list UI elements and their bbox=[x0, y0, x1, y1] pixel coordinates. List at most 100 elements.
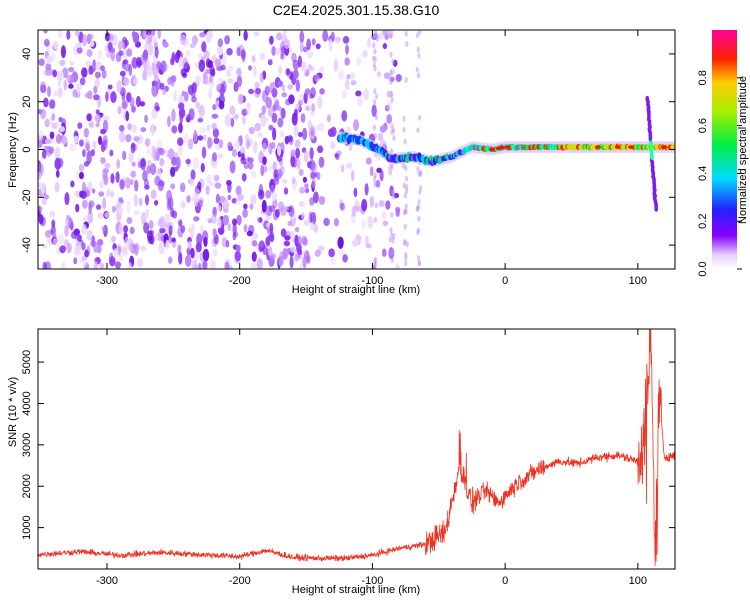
noise-speckle bbox=[241, 152, 245, 161]
noise-speckle bbox=[86, 230, 93, 241]
noise-speckle bbox=[147, 67, 153, 77]
noise-speckle bbox=[376, 70, 382, 77]
noise-speckle bbox=[112, 248, 119, 259]
noise-speckle bbox=[38, 213, 44, 225]
noise-speckle bbox=[395, 206, 401, 213]
noise-streak bbox=[374, 114, 379, 121]
noise-streak bbox=[373, 48, 377, 55]
noise-speckle bbox=[144, 208, 150, 219]
noise-speckle bbox=[99, 180, 104, 189]
noise-speckle bbox=[101, 226, 106, 232]
noise-speckle bbox=[251, 251, 257, 262]
noise-speckle bbox=[159, 216, 166, 229]
noise-speckle bbox=[184, 254, 192, 267]
noise-speckle bbox=[253, 141, 258, 154]
noise-speckle bbox=[231, 149, 238, 158]
noise-speckle bbox=[52, 238, 58, 246]
noise-speckle bbox=[123, 225, 129, 234]
spectrogram-xtick-label: 100 bbox=[629, 275, 647, 287]
noise-speckle bbox=[318, 195, 326, 205]
noise-speckle bbox=[268, 205, 276, 213]
noise-speckle bbox=[297, 55, 303, 68]
noise-speckle bbox=[379, 125, 387, 133]
noise-speckle bbox=[267, 59, 273, 66]
noise-speckle bbox=[252, 65, 257, 77]
noise-speckle bbox=[247, 157, 254, 163]
noise-speckle bbox=[122, 150, 127, 161]
noise-speckle bbox=[342, 254, 348, 263]
spectrogram-xtick-label: -200 bbox=[229, 275, 251, 287]
noise-speckle bbox=[197, 262, 202, 269]
noise-speckle bbox=[369, 166, 374, 177]
noise-speckle bbox=[88, 201, 92, 214]
noise-speckle bbox=[317, 96, 323, 109]
noise-streak bbox=[404, 30, 408, 37]
noise-speckle bbox=[97, 212, 104, 220]
noise-speckle bbox=[178, 56, 183, 68]
noise-speckle bbox=[197, 117, 204, 123]
noise-speckle bbox=[46, 55, 52, 64]
noise-speckle bbox=[121, 92, 126, 101]
noise-speckle bbox=[277, 201, 285, 212]
spectrogram-heatmap bbox=[38, 30, 675, 269]
noise-speckle bbox=[306, 38, 311, 51]
noise-streak bbox=[373, 88, 377, 95]
noise-speckle bbox=[208, 87, 213, 100]
noise-speckle bbox=[119, 179, 125, 190]
noise-speckle bbox=[201, 41, 207, 53]
noise-speckle bbox=[353, 187, 358, 198]
noise-speckle bbox=[305, 105, 311, 111]
noise-speckle bbox=[49, 210, 56, 218]
noise-speckle bbox=[351, 239, 359, 247]
noise-speckle bbox=[371, 104, 377, 118]
noise-speckle bbox=[298, 201, 305, 207]
noise-speckle bbox=[313, 223, 318, 233]
noise-streak bbox=[392, 233, 396, 240]
noise-speckle bbox=[81, 67, 88, 78]
noise-speckle bbox=[315, 124, 320, 132]
noise-speckle bbox=[55, 169, 60, 178]
noise-speckle bbox=[261, 199, 267, 213]
noise-speckle bbox=[251, 170, 257, 179]
noise-speckle bbox=[54, 146, 61, 160]
noise-speckle bbox=[338, 69, 344, 81]
noise-streak bbox=[402, 239, 407, 246]
noise-speckle bbox=[248, 126, 256, 135]
noise-speckle bbox=[291, 177, 296, 185]
noise-speckle bbox=[361, 198, 368, 212]
noise-speckle bbox=[377, 132, 384, 142]
noise-speckle bbox=[148, 219, 154, 230]
noise-speckle bbox=[94, 114, 100, 122]
noise-speckle bbox=[283, 187, 289, 195]
noise-speckle bbox=[318, 122, 325, 132]
noise-speckle bbox=[296, 157, 301, 170]
snr-xlabel: Height of straight line (km) bbox=[292, 584, 420, 596]
noise-speckle bbox=[205, 185, 210, 195]
noise-streak bbox=[404, 183, 409, 190]
noise-speckle bbox=[302, 127, 308, 141]
noise-speckle bbox=[210, 259, 216, 269]
noise-speckle bbox=[42, 243, 48, 250]
noise-speckle bbox=[91, 235, 96, 248]
noise-speckle bbox=[301, 61, 308, 75]
noise-speckle bbox=[157, 30, 162, 39]
noise-speckle bbox=[262, 156, 267, 166]
noise-speckle bbox=[267, 106, 274, 118]
noise-speckle bbox=[341, 110, 348, 122]
noise-speckle bbox=[107, 84, 113, 90]
noise-speckle bbox=[123, 77, 130, 86]
noise-speckle bbox=[82, 149, 86, 158]
noise-speckle bbox=[246, 230, 254, 237]
noise-speckle bbox=[265, 189, 272, 199]
noise-speckle bbox=[135, 95, 141, 108]
noise-speckle bbox=[303, 150, 309, 163]
noise-speckle bbox=[212, 152, 218, 162]
noise-speckle bbox=[146, 159, 152, 167]
noise-speckle bbox=[49, 99, 56, 110]
noise-speckle bbox=[323, 217, 330, 227]
colorbar-tick-label: 0.0 bbox=[697, 261, 709, 276]
noise-speckle bbox=[70, 231, 78, 239]
noise-speckle bbox=[277, 105, 282, 112]
noise-speckle bbox=[151, 108, 158, 120]
